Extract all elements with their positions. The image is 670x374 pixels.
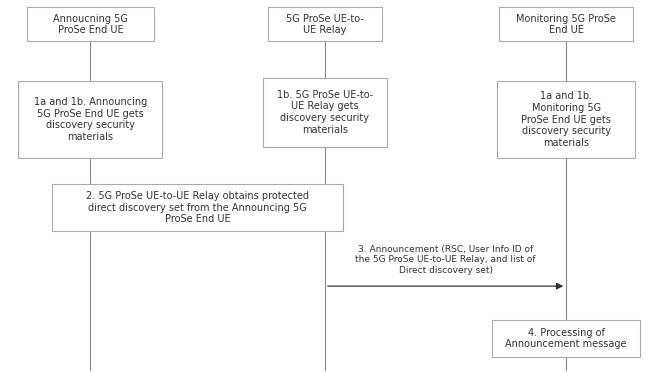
FancyBboxPatch shape (263, 78, 387, 147)
Text: 2. 5G ProSe UE-to-UE Relay obtains protected
direct discovery set from the Annou: 2. 5G ProSe UE-to-UE Relay obtains prote… (86, 191, 309, 224)
Text: 4. Processing of
Announcement message: 4. Processing of Announcement message (505, 328, 627, 349)
Text: 3. Announcement (RSC, User Info ID of
the 5G ProSe UE-to-UE Relay, and list of
D: 3. Announcement (RSC, User Info ID of th… (355, 245, 536, 275)
FancyBboxPatch shape (268, 7, 382, 41)
FancyBboxPatch shape (19, 82, 162, 158)
FancyBboxPatch shape (497, 82, 634, 158)
FancyBboxPatch shape (27, 7, 154, 41)
FancyBboxPatch shape (499, 7, 633, 41)
FancyBboxPatch shape (52, 184, 343, 231)
Text: 1a and 1b. Announcing
5G ProSe End UE gets
discovery security
materials: 1a and 1b. Announcing 5G ProSe End UE ge… (34, 97, 147, 142)
Text: Monitoring 5G ProSe
End UE: Monitoring 5G ProSe End UE (516, 13, 616, 35)
FancyBboxPatch shape (492, 320, 640, 357)
Text: 1b. 5G ProSe UE-to-
UE Relay gets
discovery security
materials: 1b. 5G ProSe UE-to- UE Relay gets discov… (277, 90, 373, 135)
Text: 1a and 1b.
Monitoring 5G
ProSe End UE gets
discovery security
materials: 1a and 1b. Monitoring 5G ProSe End UE ge… (521, 92, 611, 148)
Text: Annoucning 5G
ProSe End UE: Annoucning 5G ProSe End UE (53, 13, 128, 35)
Text: 5G ProSe UE-to-
UE Relay: 5G ProSe UE-to- UE Relay (286, 13, 364, 35)
